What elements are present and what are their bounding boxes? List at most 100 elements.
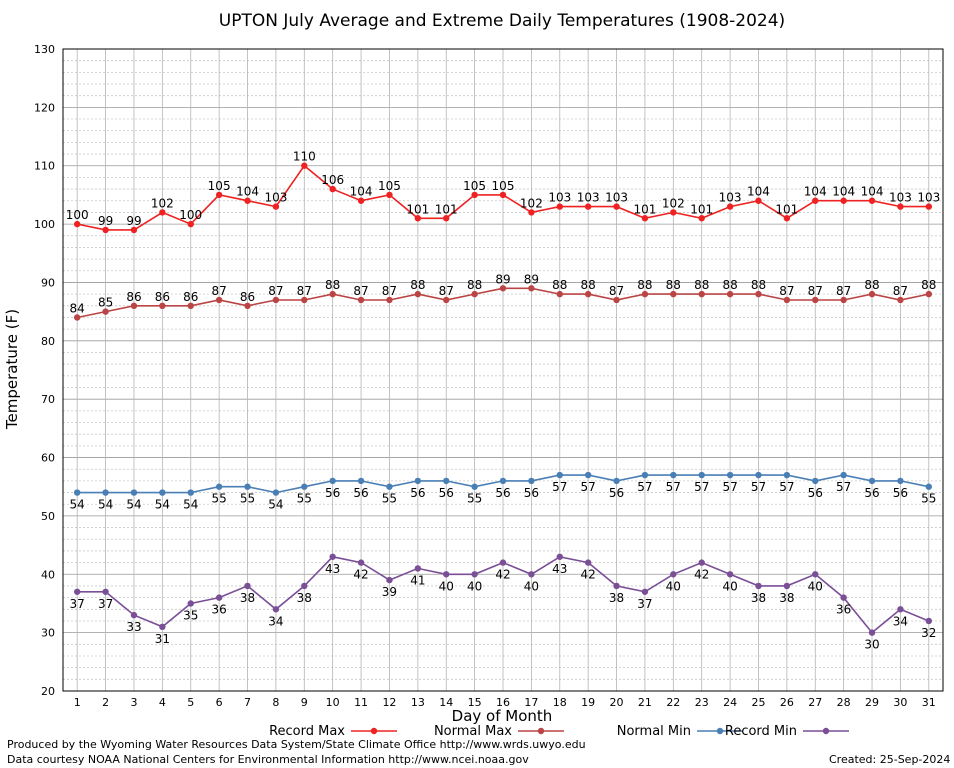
data-point	[670, 571, 677, 578]
data-label: 56	[353, 486, 368, 500]
data-point	[414, 565, 422, 572]
data-label: 57	[779, 480, 794, 494]
data-point	[102, 489, 109, 496]
data-label: 40	[467, 579, 482, 593]
grid	[63, 49, 943, 691]
legend-label: Record Max	[269, 724, 345, 739]
data-label: 33	[126, 620, 141, 634]
x-tick-label: 3	[130, 696, 137, 709]
legend-swatch-marker	[822, 727, 830, 735]
data-point	[301, 162, 308, 169]
data-label: 101	[775, 202, 798, 216]
data-label: 57	[637, 480, 652, 494]
y-tick-label: 20	[41, 685, 55, 698]
data-point	[613, 582, 620, 590]
data-label: 43	[325, 562, 340, 576]
data-point	[783, 215, 791, 222]
data-label: 57	[751, 480, 766, 494]
data-point	[698, 559, 705, 566]
data-label: 103	[577, 191, 600, 205]
data-point	[159, 489, 166, 496]
data-label: 104	[747, 185, 770, 199]
data-label: 103	[917, 191, 940, 205]
data-label: 105	[208, 179, 231, 193]
data-label: 103	[264, 191, 287, 205]
data-point	[613, 477, 620, 485]
data-label: 43	[552, 562, 567, 576]
x-tick-label: 6	[216, 696, 223, 709]
y-tick-label: 90	[41, 276, 55, 289]
data-point	[272, 203, 280, 210]
data-label: 38	[751, 591, 766, 605]
data-point	[584, 290, 592, 298]
data-point	[556, 290, 563, 298]
data-label: 54	[126, 498, 141, 512]
series-record-min: 37 37 33 31 35 36 38 34 38 43 42 39 41 40 40 42 40 43 42 38…	[70, 553, 936, 652]
data-label: 87	[609, 284, 624, 298]
data-label: 88	[467, 278, 482, 292]
data-label: 88	[751, 278, 766, 292]
data-point	[812, 296, 819, 304]
data-point	[215, 483, 223, 490]
data-point	[925, 203, 933, 210]
legend-label: Record Min	[725, 724, 797, 739]
data-label: 105	[378, 179, 401, 193]
data-point	[329, 290, 336, 298]
data-label: 104	[236, 185, 259, 199]
data-label: 57	[552, 480, 567, 494]
footer-created: Created: 25-Sep-2024	[829, 753, 951, 766]
series-normal-min: 54 54 54 54 54 55 55 54 55 56 56 55 56 56 55 56 56 57 57 56…	[70, 471, 936, 512]
data-point	[670, 471, 677, 479]
data-label: 101	[690, 202, 713, 216]
data-point	[215, 296, 223, 304]
data-point	[556, 203, 563, 210]
data-label: 88	[552, 278, 567, 292]
data-point	[244, 582, 251, 590]
legend-swatch-marker	[716, 727, 724, 735]
x-tick-label: 25	[751, 696, 765, 709]
series-record-max: 100 99 99 102 100 105 104 103 110 106 104 105 101 101…	[66, 150, 940, 234]
data-label: 55	[240, 492, 255, 506]
x-tick-label: 18	[553, 696, 567, 709]
data-point	[755, 290, 762, 298]
data-label: 87	[779, 284, 794, 298]
data-point	[386, 483, 393, 490]
data-point	[471, 290, 478, 298]
data-point	[386, 296, 393, 304]
data-label: 89	[495, 272, 510, 286]
data-point	[272, 296, 280, 304]
data-label: 57	[694, 480, 709, 494]
data-point	[443, 477, 450, 485]
data-label: 102	[662, 196, 685, 210]
data-point	[130, 226, 138, 234]
y-tick-label: 110	[34, 160, 55, 173]
data-label: 99	[98, 214, 113, 228]
data-label: 87	[836, 284, 851, 298]
legend-label: Normal Min	[617, 724, 691, 739]
data-label: 86	[240, 290, 255, 304]
x-tick-label: 12	[382, 696, 396, 709]
data-point	[755, 582, 762, 590]
data-label: 38	[779, 591, 794, 605]
data-point	[528, 571, 535, 578]
data-point	[73, 489, 81, 496]
data-label: 87	[297, 284, 312, 298]
data-label: 88	[410, 278, 425, 292]
x-tick-label: 21	[638, 696, 652, 709]
data-point	[301, 582, 308, 590]
x-tick-label: 26	[780, 696, 794, 709]
data-point	[868, 477, 876, 485]
data-point	[726, 571, 734, 578]
data-point	[698, 471, 705, 479]
x-tick-label: 11	[354, 696, 368, 709]
data-label: 87	[353, 284, 368, 298]
footer-produced-by: Produced by the Wyoming Water Resources …	[7, 738, 586, 751]
data-label: 42	[495, 568, 510, 582]
data-label: 56	[439, 486, 454, 500]
data-label: 104	[804, 185, 827, 199]
data-label: 104	[832, 185, 855, 199]
legend-item-record-max: Record Max	[269, 724, 397, 739]
data-label: 34	[893, 614, 908, 628]
data-point	[755, 197, 762, 204]
data-point	[102, 308, 109, 315]
